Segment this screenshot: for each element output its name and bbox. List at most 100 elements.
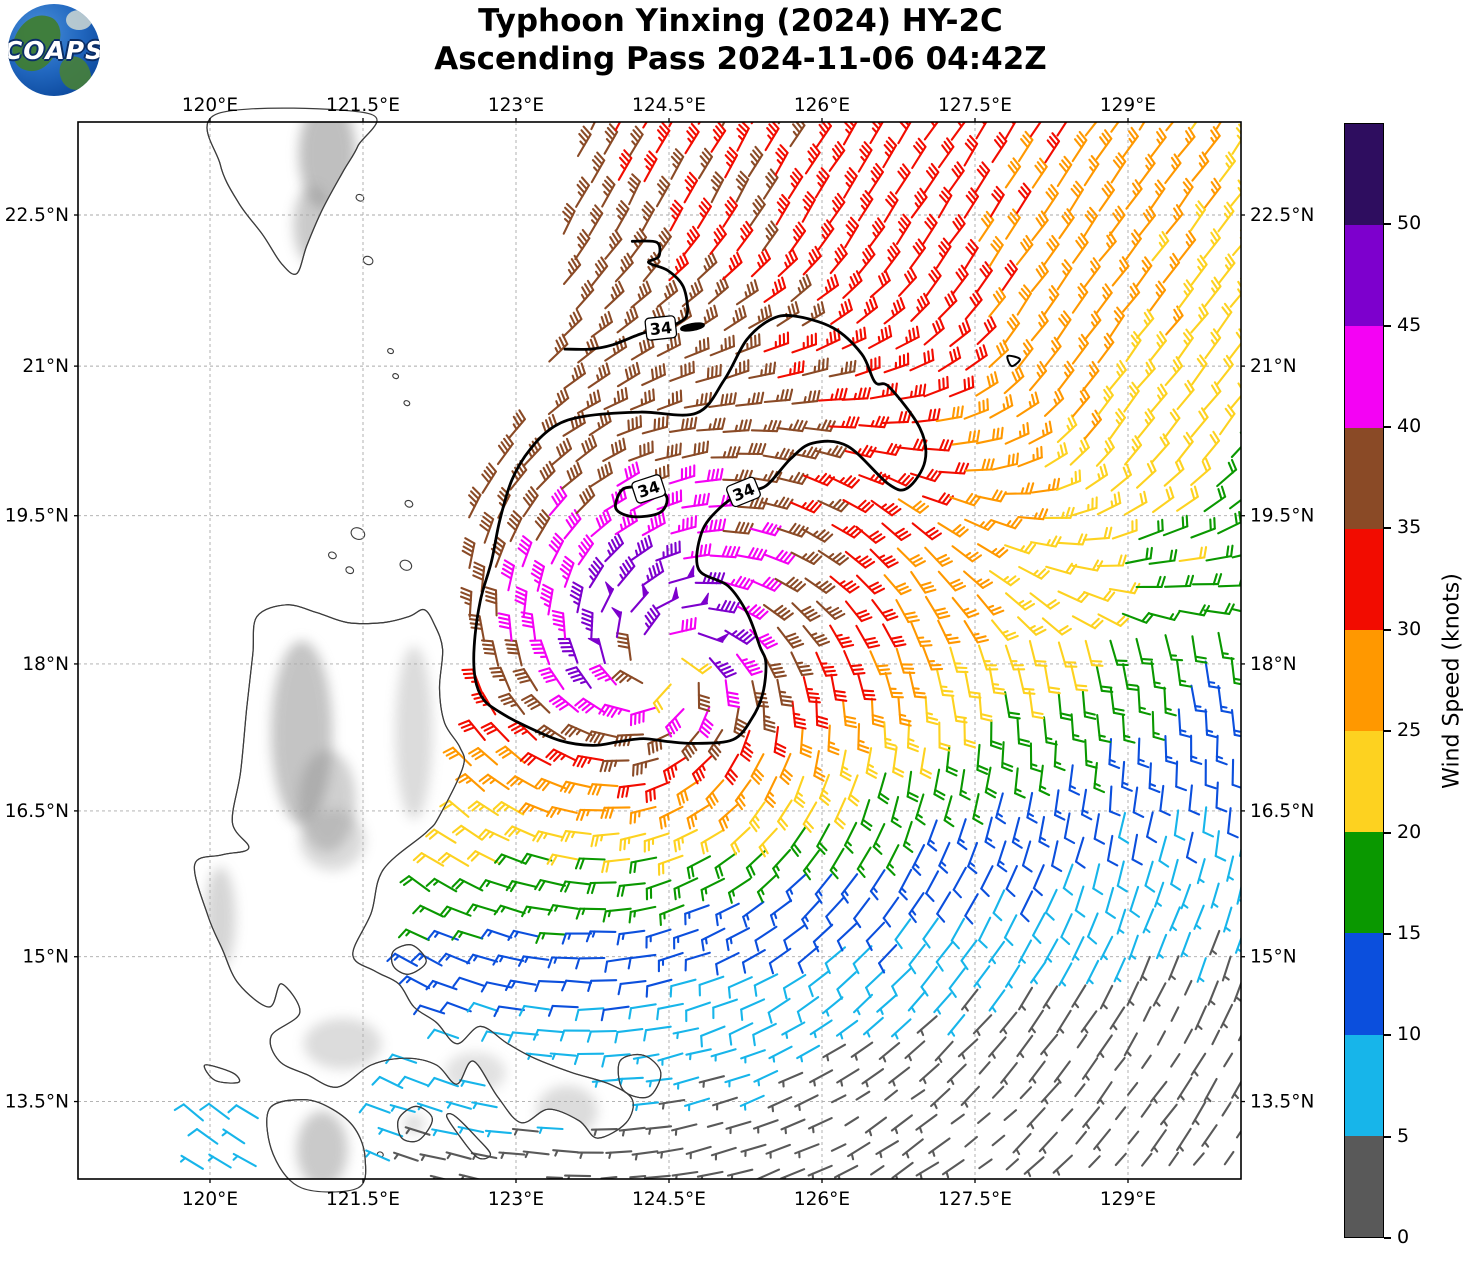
barb-full [922,383,927,397]
barb-full [955,719,968,724]
barb-full [742,224,751,235]
barb-half [1038,321,1044,329]
barb-full [556,446,563,459]
wind-barb [565,666,592,689]
barb-half [1169,263,1175,271]
barb-full [1005,396,1010,409]
barb-full [686,232,695,244]
barb-staff [908,943,926,966]
barb-full [1193,485,1199,498]
wind-barb [498,1151,526,1159]
barb-full [427,1028,436,1040]
barb-full [551,495,559,507]
barb-half [729,936,733,945]
barb-half [788,423,793,431]
wind-barb [1005,208,1021,240]
barb-full [692,225,701,237]
barb-full [600,466,606,479]
barb-half [973,813,981,819]
barb-full [833,612,846,620]
barb-full [827,745,840,752]
wind-barb [587,783,619,796]
wind-barb [1220,1003,1234,1029]
barb-full [722,668,734,675]
barb-full [815,719,829,725]
wind-barb [1163,458,1185,487]
barb-full [812,940,820,953]
wind-barb [631,1150,659,1161]
wind-barb [1029,742,1043,773]
wind-barb [1028,639,1048,667]
barb-staff [1140,1103,1152,1118]
barb-full [796,472,805,484]
wind-barb [1204,276,1222,308]
barb-half [1277,549,1278,555]
barb-full [540,592,553,600]
barb-half [543,832,549,840]
barb-half [529,805,536,812]
barb-full [754,608,765,618]
wind-barb [707,729,724,761]
wind-barb [630,335,655,361]
barb-full [764,363,768,376]
barb-full [519,543,530,552]
barb-full [620,388,625,402]
barb-full [531,568,543,577]
barb-full [754,767,765,778]
barb-full [752,442,758,455]
wind-barb [938,462,970,475]
wind-barb [978,1158,993,1170]
barb-full [510,514,521,524]
wind-barb [802,849,820,881]
wind-barb [616,414,643,437]
barb-full [1203,546,1208,559]
wind-barb [1126,1081,1139,1096]
barb-full [763,723,776,729]
barb-full [808,985,814,998]
barb-full [1169,256,1178,268]
barb-full [865,939,873,952]
wind-barb [772,848,792,879]
barb-staff [1246,684,1249,709]
barb-full [1199,354,1208,365]
wind-barb [920,966,938,997]
barb-full [1133,582,1141,595]
barb-full [1023,542,1033,554]
barb-half [613,759,618,768]
wind-barb [1216,302,1233,334]
barb-full [701,441,705,454]
barb-full [534,559,545,568]
barb-staff [1245,466,1263,483]
wind-barb [1235,1129,1241,1139]
wind-barb [695,363,722,384]
barb-half [432,981,439,988]
wind-barb [1180,883,1192,910]
barb-full [1108,763,1121,770]
wind-barb [700,829,724,855]
barb-full [899,588,912,596]
barb-full [780,699,793,703]
barb-half [812,1079,816,1087]
barb-staff [616,1028,644,1034]
barb-full [1038,264,1047,276]
barb-staff [1223,1150,1235,1166]
barb-full [983,322,991,334]
barb-full [826,219,835,230]
barb-staff [433,1076,460,1088]
barb-full [862,387,867,400]
barb-half [1002,403,1006,411]
wind-barb [1125,229,1142,261]
wind-barb [548,694,580,713]
barb-half [1044,736,1053,741]
barb-half [962,607,970,612]
wind-barb [1095,283,1113,314]
barb-staff [894,918,912,941]
wind-barb [1227,807,1239,839]
barb-full [552,622,566,628]
wind-barb [990,517,1023,530]
barb-staff [619,980,647,985]
barb-full [1172,408,1181,420]
barb-full [601,364,607,377]
barb-full [724,393,729,406]
wind-barb [1044,442,1068,468]
